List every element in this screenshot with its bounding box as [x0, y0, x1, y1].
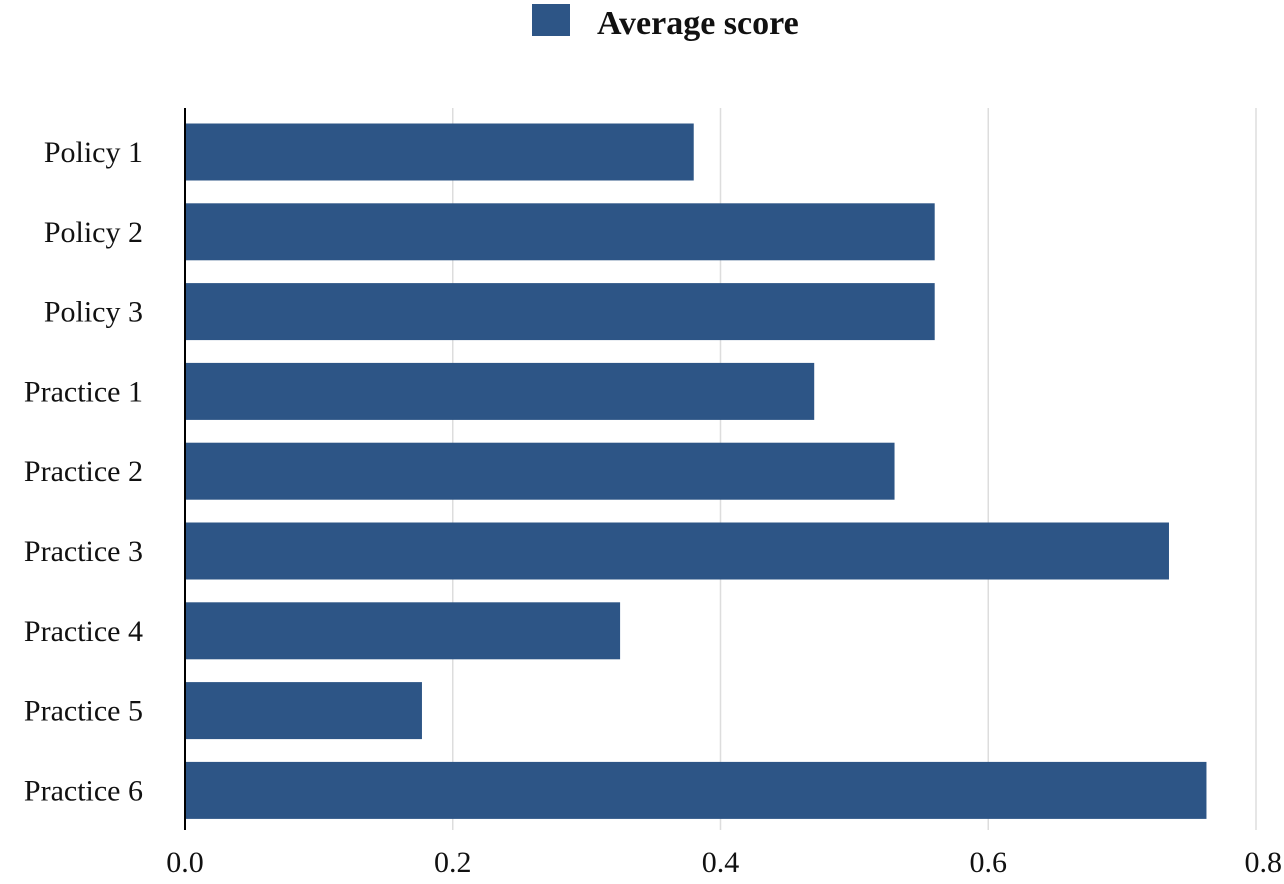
x-tick-label: 0.8 [1245, 846, 1283, 879]
category-label: Practice 4 [24, 615, 143, 648]
category-label: Practice 2 [24, 455, 143, 488]
category-label: Policy 1 [44, 136, 143, 169]
x-tick-label: 0.0 [166, 846, 204, 879]
x-tick-label: 0.6 [970, 846, 1008, 879]
legend-swatch [532, 4, 570, 36]
x-tick-labels: 0.0 0.2 0.4 0.6 0.8 [166, 846, 1282, 879]
category-label: Practice 5 [24, 695, 143, 728]
bar [185, 203, 935, 261]
legend: Average score [532, 4, 799, 42]
bar [185, 761, 1207, 819]
x-tick-label: 0.2 [434, 846, 472, 879]
bar [185, 522, 1169, 580]
category-label: Policy 3 [44, 296, 143, 329]
category-labels: Policy 1 Policy 2 Policy 3 Practice 1 Practi… [24, 136, 143, 807]
bar [185, 283, 935, 341]
bar [185, 682, 422, 740]
x-tick-label: 0.4 [702, 846, 740, 879]
category-label: Practice 1 [24, 375, 143, 408]
bar [185, 362, 815, 420]
category-label: Practice 6 [24, 774, 143, 807]
bar [185, 442, 895, 500]
bar [185, 602, 621, 660]
category-label: Policy 2 [44, 216, 143, 249]
bar [185, 123, 694, 181]
legend-label: Average score [597, 5, 799, 42]
bars [185, 123, 1207, 819]
category-label: Practice 3 [24, 535, 143, 568]
